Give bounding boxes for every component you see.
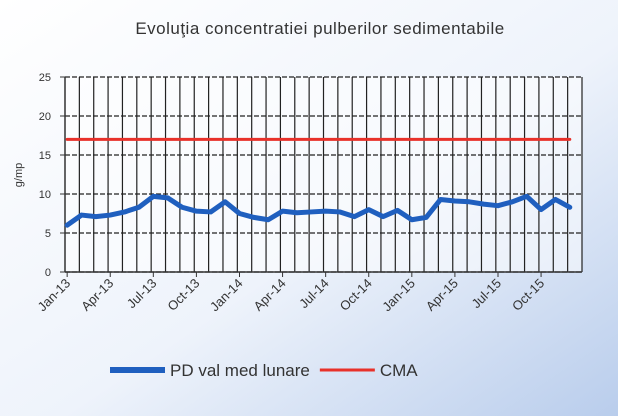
y-tick-label: 10 — [39, 189, 51, 201]
chart-title: Evoluţia concentratiei pulberilor sedime… — [135, 19, 504, 38]
legend-label: CMA — [380, 361, 418, 380]
legend-label: PD val med lunare — [170, 361, 310, 380]
y-tick-label: 0 — [45, 267, 51, 279]
y-tick-label: 15 — [39, 150, 51, 162]
y-axis-label: g/mp — [13, 163, 25, 187]
y-tick-label: 5 — [45, 228, 51, 240]
y-tick-label: 25 — [39, 72, 51, 84]
series-line — [64, 193, 573, 228]
y-tick-label: 20 — [39, 111, 51, 123]
